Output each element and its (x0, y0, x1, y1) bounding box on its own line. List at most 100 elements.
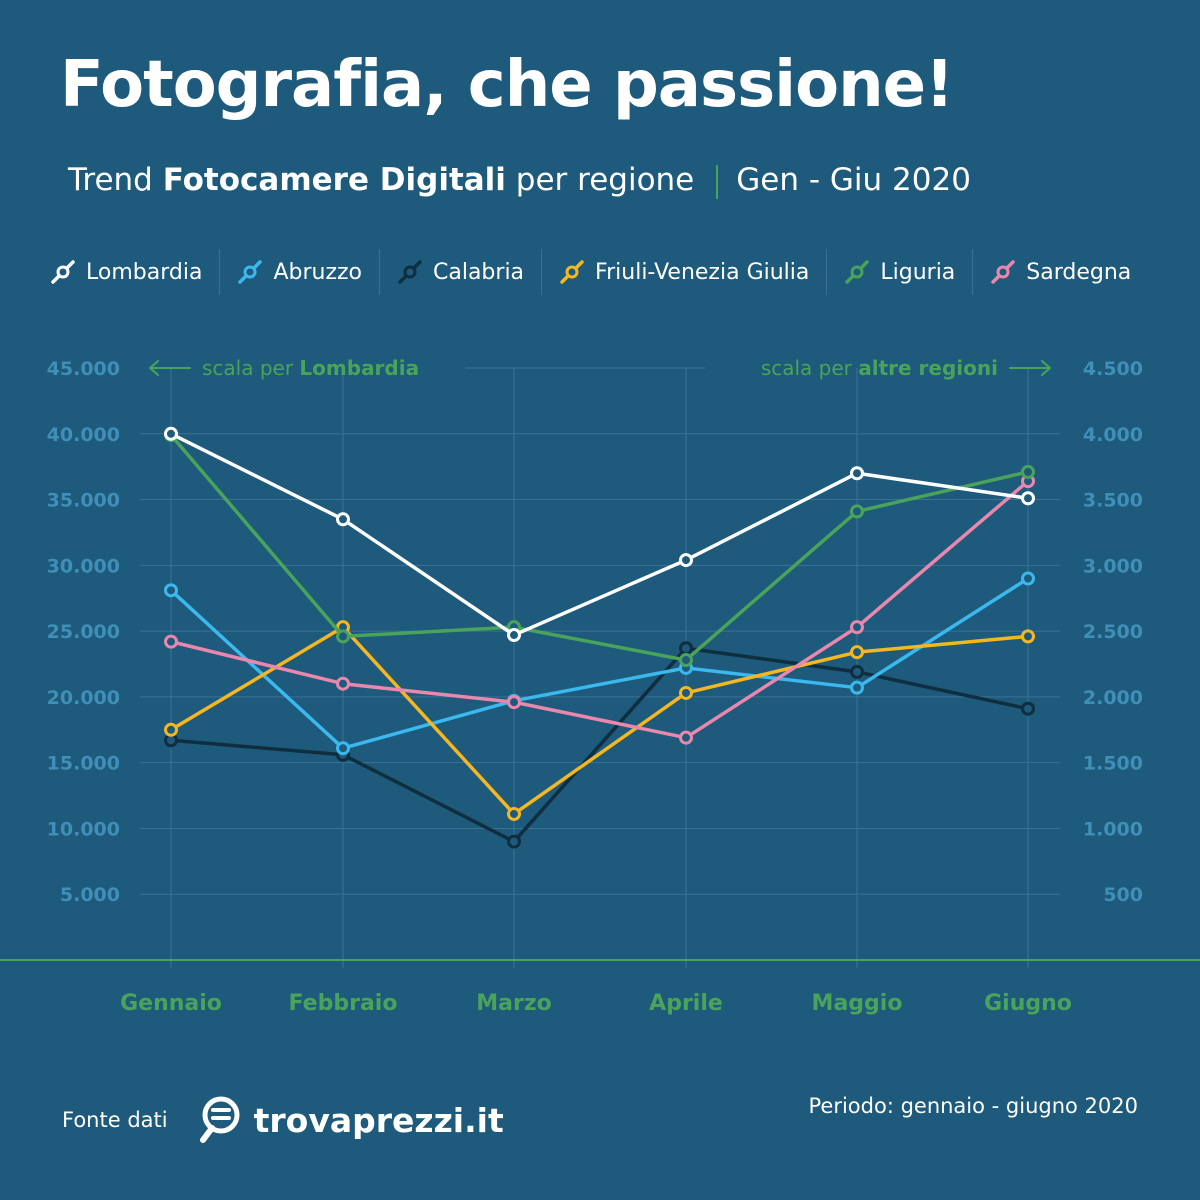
y-left-tick-label: 40.000 (47, 424, 120, 446)
magnifier-logo-icon (199, 1096, 240, 1143)
data-point (336, 629, 350, 644)
data-point (1021, 701, 1035, 716)
x-tick-label: Gennaio (120, 991, 222, 1016)
data-point (850, 645, 864, 660)
line-marker-icon (991, 260, 1016, 284)
series-line (170, 479, 1030, 740)
data-point (507, 834, 521, 849)
series-line (170, 625, 1029, 816)
y-right-tick-label: 1.500 (1083, 753, 1143, 775)
y-left-tick-label: 15.000 (47, 753, 120, 775)
series-line (169, 433, 1029, 662)
y-right-tick-label: 3.000 (1083, 555, 1143, 577)
legend-label: Friuli-Venezia Giulia (595, 259, 810, 285)
data-point (507, 695, 521, 710)
y-right-tick-label: 2.000 (1083, 687, 1143, 709)
data-point (1021, 629, 1035, 644)
legend-divider (972, 249, 974, 295)
data-point (679, 730, 693, 745)
y-left-tick-label: 45.000 (47, 358, 120, 380)
x-tick-label: Marzo (476, 991, 552, 1016)
data-point (336, 512, 350, 527)
data-point (850, 664, 864, 679)
data-point (679, 653, 693, 668)
legend-label: Liguria (880, 259, 956, 285)
arrow-left-icon (149, 360, 191, 376)
data-point (507, 628, 521, 643)
data-point (679, 641, 693, 656)
series-line (170, 432, 1029, 637)
line-marker-icon (845, 260, 870, 284)
legend-label: Calabria (433, 259, 525, 285)
data-point (1021, 491, 1035, 506)
y-right-tick-label: 500 (1103, 884, 1143, 906)
y-right-tick-label: 3.500 (1083, 490, 1143, 512)
x-tick-label: Giugno (984, 991, 1072, 1016)
data-point (164, 722, 178, 737)
data-point (507, 806, 521, 821)
y-left-tick-label: 10.000 (47, 818, 120, 840)
data-point (164, 426, 178, 441)
line-marker-icon (398, 260, 422, 284)
line-marker-icon (560, 260, 584, 284)
y-left-tick-label: 35.000 (47, 490, 120, 512)
x-tick-label: Maggio (812, 991, 903, 1016)
legend-divider (219, 249, 221, 295)
y-right-tick-label: 4.500 (1083, 358, 1143, 380)
legend-label: Abruzzo (273, 259, 362, 285)
x-tick-label: Febbraio (289, 991, 398, 1016)
y-right-tick-label: 4.000 (1083, 424, 1143, 446)
subtitle-text-end: per regione (505, 162, 695, 198)
data-point (850, 504, 864, 519)
brand-logo: trovaprezzi.it (194, 1094, 504, 1146)
legend-label: Lombardia (86, 259, 203, 285)
legend-divider (541, 249, 543, 295)
legend-item: Abruzzo (237, 259, 362, 285)
page-title: Fotografia, che passione! (60, 48, 954, 122)
y-left-tick-label: 30.000 (47, 555, 120, 577)
arrow-right-icon (1009, 360, 1051, 376)
series-line (170, 646, 1029, 844)
data-point (336, 741, 350, 756)
data-point (679, 553, 693, 568)
legend-item: Sardegna (990, 259, 1131, 285)
subtitle-period: Gen - Giu 2020 (736, 162, 971, 198)
data-point (1021, 571, 1035, 586)
data-point (850, 680, 864, 695)
legend-item: Lombardia (50, 259, 202, 285)
period-note: Periodo: gennaio - giugno 2020 (808, 1094, 1138, 1118)
legend-item: Calabria (397, 259, 524, 285)
y-left-tick-label: 5.000 (60, 884, 120, 906)
data-point (336, 676, 350, 691)
data-point (164, 583, 178, 598)
x-tick-label: Aprile (649, 991, 723, 1016)
data-point (679, 685, 693, 700)
y-right-tick-label: 1.000 (1083, 818, 1143, 840)
brand-name: trovaprezzi.it (253, 1100, 504, 1140)
subtitle-divider (716, 164, 719, 199)
line-chart: 5.000 10.000 15.000 20.000 25.000 30.000 35.00… (0, 356, 1200, 1016)
data-point (164, 634, 178, 649)
scale-note-right: scala per altre regioni (761, 356, 998, 380)
series-line (169, 577, 1029, 750)
legend-item: Liguria (844, 259, 955, 285)
legend-divider (379, 249, 380, 295)
legend-label: Sardegna (1026, 259, 1132, 285)
y-right-tick-label: 2.500 (1083, 621, 1143, 643)
line-marker-icon (51, 260, 75, 284)
line-marker-icon (238, 260, 263, 284)
data-point (1021, 464, 1035, 479)
subtitle-text: Trend (68, 162, 163, 198)
y-left-tick-label: 25.000 (47, 621, 120, 643)
scale-note-left: scala per Lombardia (202, 356, 419, 380)
y-left-tick-label: 20.000 (47, 687, 120, 709)
subtitle-product: Fotocamere Digitali (162, 162, 506, 198)
data-point (850, 466, 864, 481)
legend-item: Friuli-Venezia Giulia (559, 259, 809, 285)
chart-legend: Lombardia Abruzzo Calabria Friuli-Venezia G… (50, 248, 1131, 296)
source-label: Fonte dati (62, 1108, 168, 1132)
data-point (850, 620, 864, 635)
legend-divider (826, 249, 828, 295)
source-credit: Fonte dati trovaprezzi.it (62, 1094, 504, 1146)
page-subtitle: Trend Fotocamere Digitali per regione Gen… (68, 162, 971, 199)
